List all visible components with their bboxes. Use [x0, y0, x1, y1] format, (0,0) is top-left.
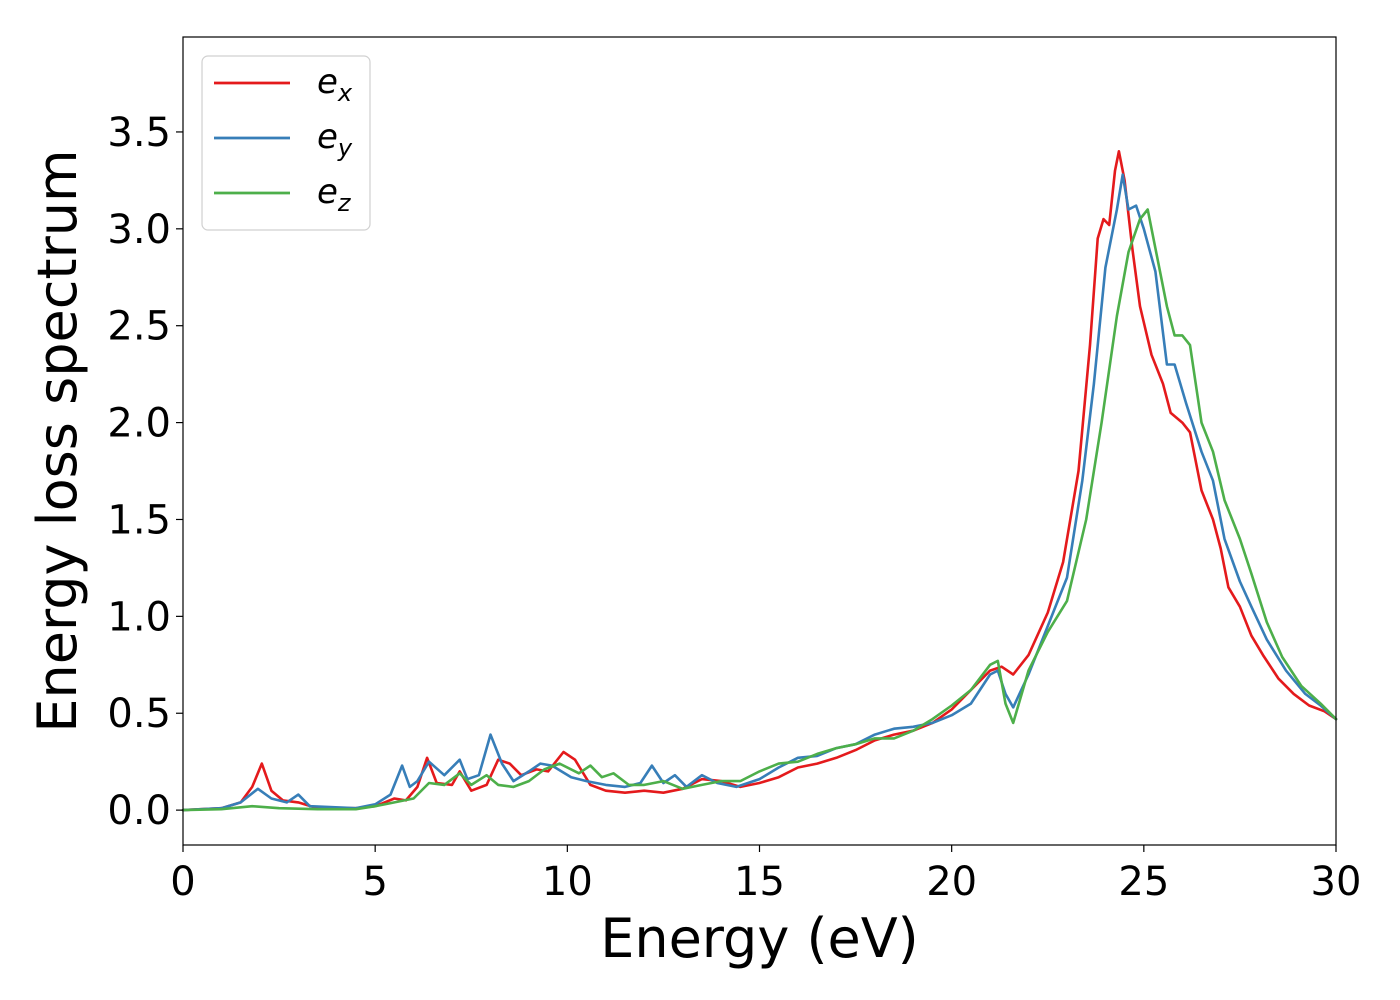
legend: ex ey ez — [201, 55, 371, 231]
series-layer — [181, 150, 1338, 812]
y-tick-label: 0.0 — [107, 788, 171, 834]
x-tick-label: 25 — [1118, 859, 1169, 905]
series-line-ez — [181, 208, 1338, 812]
y-tick-label: 1.0 — [107, 594, 171, 640]
y-tick-label: 2.0 — [107, 401, 171, 447]
legend-label-ez: ez — [317, 172, 352, 217]
y-axis: 0.0 0.5 1.0 1.5 2.0 2.5 3.0 3.5 — [107, 110, 183, 834]
y-axis-title: Energy loss spectrum — [26, 149, 89, 732]
y-tick-label: 2.5 — [107, 304, 171, 350]
y-tick-label: 3.5 — [107, 110, 171, 156]
legend-label-ey: ey — [317, 117, 353, 162]
x-tick-label: 10 — [542, 859, 593, 905]
x-tick-label: 5 — [362, 859, 387, 905]
y-tick-label: 0.5 — [107, 691, 171, 737]
x-tick-label: 0 — [170, 859, 195, 905]
x-tick-label: 15 — [734, 859, 785, 905]
y-tick-label: 3.0 — [107, 207, 171, 253]
legend-box — [201, 55, 371, 231]
plot-background — [183, 37, 1336, 845]
x-tick-label: 20 — [926, 859, 977, 905]
x-tick-label: 30 — [1311, 859, 1362, 905]
y-tick-label: 1.5 — [107, 497, 171, 543]
x-axis-title: Energy (eV) — [600, 907, 919, 970]
legend-label-ex: ex — [317, 62, 353, 107]
x-axis: 0 5 10 15 20 25 30 — [170, 845, 1361, 905]
